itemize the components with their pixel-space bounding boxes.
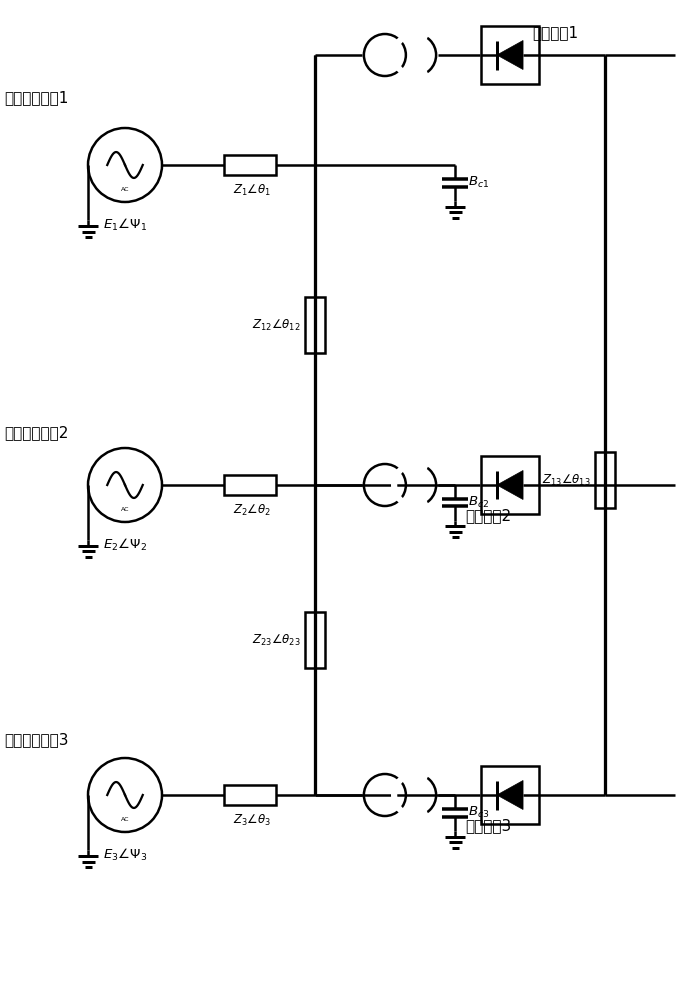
Text: $Z_{12}\angle\theta_{12}$: $Z_{12}\angle\theta_{12}$ — [253, 317, 301, 333]
Bar — [305, 612, 325, 668]
Text: $Z_1\angle\theta_1$: $Z_1\angle\theta_1$ — [233, 183, 271, 198]
Text: AC: AC — [120, 817, 129, 822]
Text: $B_{c2}$: $B_{c2}$ — [468, 495, 489, 510]
Bar — [481, 766, 539, 824]
Text: $Z_2\angle\theta_2$: $Z_2\angle\theta_2$ — [233, 503, 271, 518]
Text: AC: AC — [120, 507, 129, 512]
Bar — [305, 297, 325, 353]
Polygon shape — [497, 41, 523, 70]
Text: $Z_3\angle\theta_3$: $Z_3\angle\theta_3$ — [233, 813, 271, 828]
Bar — [595, 452, 615, 508]
Text: 直流系统2: 直流系统2 — [465, 508, 511, 523]
Bar — [224, 475, 276, 495]
Bar — [224, 155, 276, 175]
Bar — [481, 26, 539, 84]
Text: 直流系统1: 直流系统1 — [532, 25, 578, 40]
Text: 等效交流系统3: 等效交流系统3 — [4, 732, 69, 747]
Text: AC: AC — [120, 187, 129, 192]
Text: 直流系统3: 直流系统3 — [465, 818, 511, 833]
Bar — [481, 456, 539, 514]
Text: $B_{c3}$: $B_{c3}$ — [468, 805, 489, 820]
Polygon shape — [497, 780, 523, 810]
Text: $E_2\angle\Psi_2$: $E_2\angle\Psi_2$ — [103, 537, 147, 553]
Text: 等效交流系统1: 等效交流系统1 — [4, 90, 69, 105]
Bar — [224, 785, 276, 805]
Polygon shape — [497, 471, 523, 499]
Text: $B_{c1}$: $B_{c1}$ — [468, 175, 489, 190]
Text: $E_3\angle\Psi_3$: $E_3\angle\Psi_3$ — [103, 847, 147, 863]
Text: $Z_{23}\angle\theta_{23}$: $Z_{23}\angle\theta_{23}$ — [253, 632, 301, 648]
Text: 等效交流系统2: 等效交流系统2 — [4, 425, 69, 440]
Text: $Z_{13}\angle\theta_{13}$: $Z_{13}\angle\theta_{13}$ — [543, 472, 591, 488]
Text: $E_1\angle\Psi_1$: $E_1\angle\Psi_1$ — [103, 217, 147, 233]
